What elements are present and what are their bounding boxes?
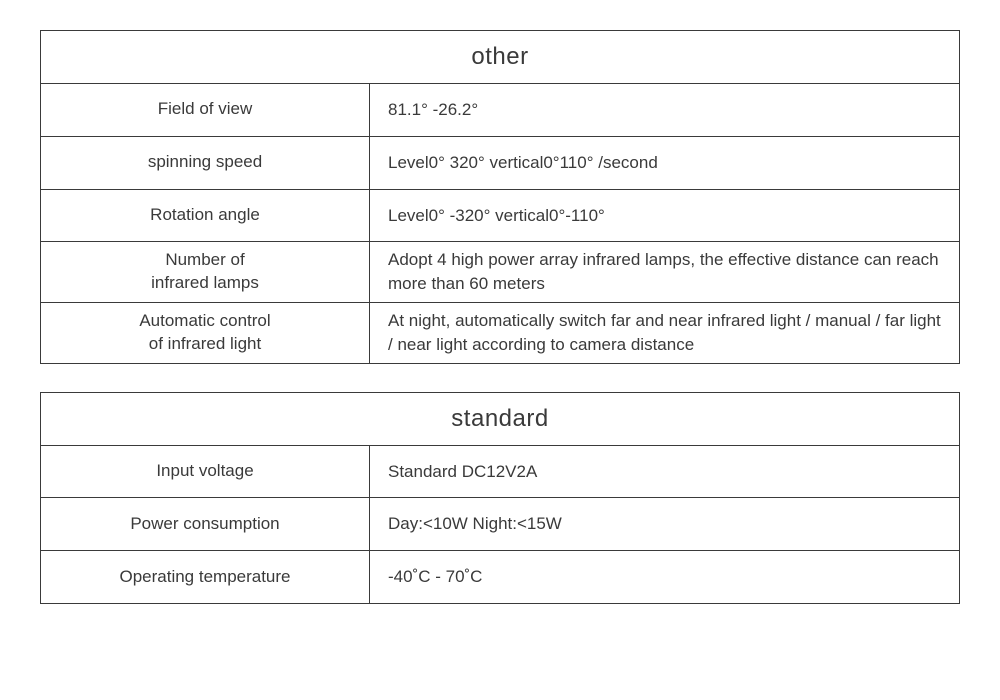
spec-value: Level0° 320° vertical0°110° /second xyxy=(370,136,960,189)
section-header-other: other xyxy=(41,31,960,84)
table-row: Rotation angle Level0° -320° vertical0°-… xyxy=(41,189,960,242)
spec-value: Day:<10W Night:<15W xyxy=(370,498,960,551)
spec-value: Adopt 4 high power array infrared lamps,… xyxy=(370,242,960,303)
spec-table-standard: standard Input voltage Standard DC12V2A … xyxy=(40,392,960,604)
spec-value: Standard DC12V2A xyxy=(370,445,960,498)
table-row: Operating temperature -40˚C - 70˚C xyxy=(41,551,960,604)
table-row: Number ofinfrared lamps Adopt 4 high pow… xyxy=(41,242,960,303)
section-header-standard: standard xyxy=(41,392,960,445)
spec-label: spinning speed xyxy=(41,136,370,189)
spec-label: Rotation angle xyxy=(41,189,370,242)
spec-value: At night, automatically switch far and n… xyxy=(370,302,960,363)
table-row: Field of view 81.1° -26.2° xyxy=(41,84,960,137)
spec-label: Operating temperature xyxy=(41,551,370,604)
spec-value: Level0° -320° vertical0°-110° xyxy=(370,189,960,242)
spec-label: Automatic controlof infrared light xyxy=(41,302,370,363)
spec-value: 81.1° -26.2° xyxy=(370,84,960,137)
table-row: Input voltage Standard DC12V2A xyxy=(41,445,960,498)
table-row: Automatic controlof infrared light At ni… xyxy=(41,302,960,363)
spec-label: Number ofinfrared lamps xyxy=(41,242,370,303)
spec-label: Input voltage xyxy=(41,445,370,498)
spec-value: -40˚C - 70˚C xyxy=(370,551,960,604)
table-row: Power consumption Day:<10W Night:<15W xyxy=(41,498,960,551)
spec-table-other: other Field of view 81.1° -26.2° spinnin… xyxy=(40,30,960,364)
spec-label: Power consumption xyxy=(41,498,370,551)
spec-label: Field of view xyxy=(41,84,370,137)
table-row: spinning speed Level0° 320° vertical0°11… xyxy=(41,136,960,189)
